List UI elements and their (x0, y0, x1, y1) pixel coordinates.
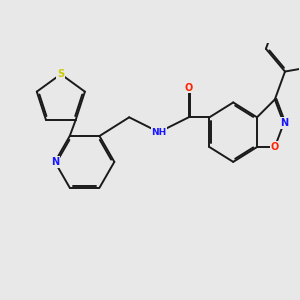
Text: S: S (57, 69, 64, 79)
Text: N: N (280, 118, 288, 128)
Text: O: O (184, 82, 193, 93)
Text: N: N (51, 157, 59, 167)
Text: O: O (271, 142, 279, 152)
Text: NH: NH (151, 128, 166, 137)
